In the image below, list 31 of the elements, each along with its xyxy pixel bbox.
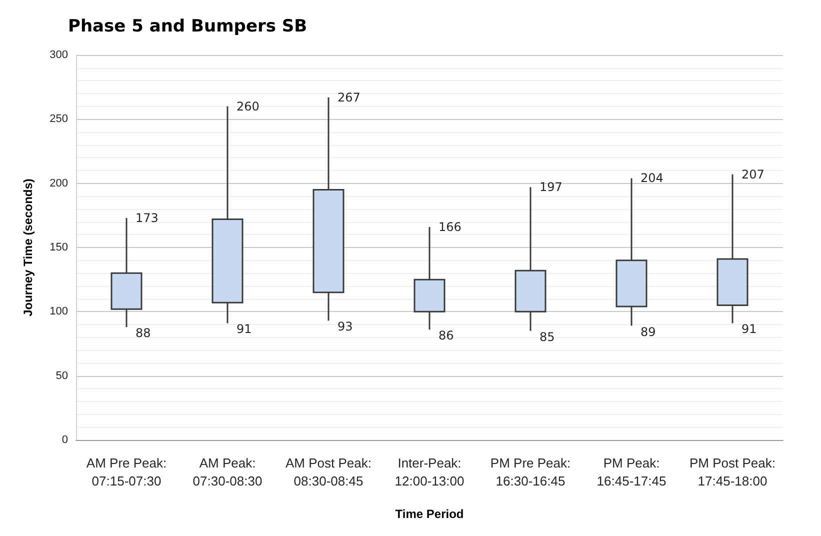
x-tick-label: PM Pre Peak: 16:30-16:45 xyxy=(490,456,571,488)
x-tick-label: AM Peak: 07:30-08:30 xyxy=(192,456,262,488)
annotation: 86 xyxy=(438,328,454,343)
x-tick-label: PM Peak: 16:45-17:45 xyxy=(596,456,666,488)
annotation: 204 xyxy=(640,171,664,186)
annotation: 93 xyxy=(338,320,353,334)
y-tick-label: 150 xyxy=(50,242,68,254)
y-tick-label: 200 xyxy=(50,177,68,190)
x-axis-title: Time Period xyxy=(395,507,464,521)
x-tick-label: AM Post Peak: 08:30-08:45 xyxy=(286,456,372,488)
annotation: 91 xyxy=(236,322,252,336)
annotation: 267 xyxy=(338,90,360,104)
annotation: 91 xyxy=(742,322,757,336)
x-tick-label: Inter-Peak: 12:00-13:00 xyxy=(394,456,464,488)
annotation: 85 xyxy=(540,330,555,344)
y-axis-title: Journey Time (seconds) xyxy=(21,178,35,316)
y-tick-label: 0 xyxy=(62,434,68,446)
chart-title: Phase 5 and Bumpers SB xyxy=(68,16,308,36)
y-tick-label: 50 xyxy=(56,370,68,382)
x-tick-label: PM Post Peak: 17:45-18:00 xyxy=(690,456,776,488)
annotation: 260 xyxy=(236,99,260,114)
annotation: 88 xyxy=(136,326,151,340)
annotation: 166 xyxy=(438,220,462,234)
annotation: 89 xyxy=(640,324,656,339)
annotation: 173 xyxy=(136,210,158,225)
y-tick-label: 100 xyxy=(50,306,68,318)
y-tick-label: 300 xyxy=(50,49,68,61)
annotation: 207 xyxy=(742,167,764,182)
x-tick-label: AM Pre Peak: 07:15-07:30 xyxy=(86,456,167,488)
annotation: 197 xyxy=(540,180,562,194)
y-tick-label: 250 xyxy=(50,113,68,126)
